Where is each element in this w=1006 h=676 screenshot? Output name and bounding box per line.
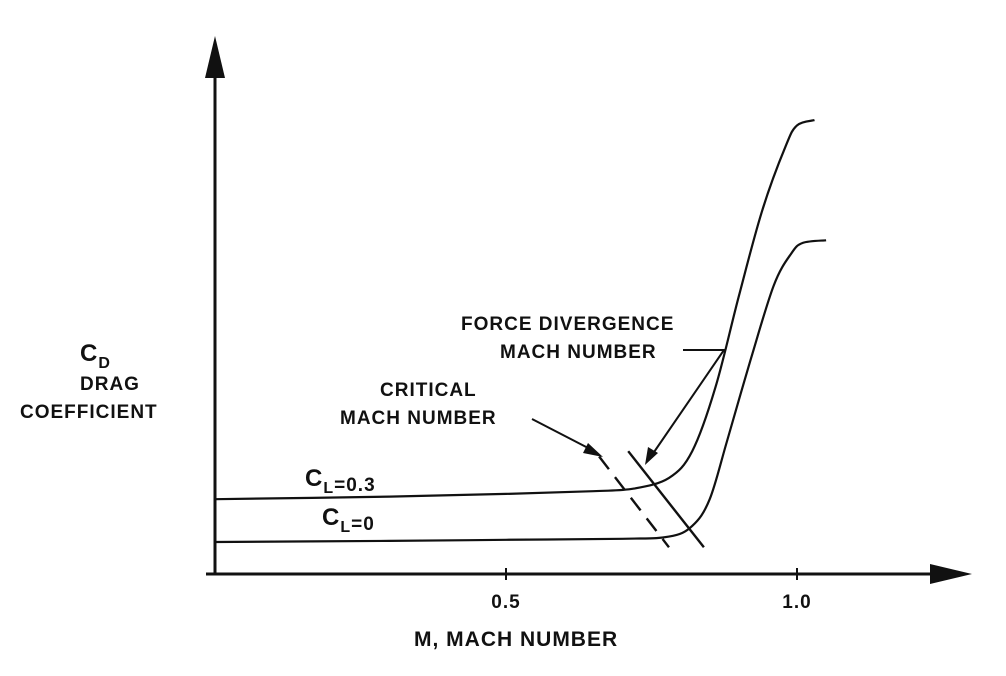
- axes: 0.5 1.0: [205, 36, 972, 613]
- y-axis-symbol: CD: [80, 340, 111, 372]
- critical-arrowhead-icon: [583, 443, 603, 457]
- series-layer: [214, 119, 827, 544]
- force-divergence-mach-marker: [627, 450, 705, 549]
- series-label-cl-03: CL=0.3: [305, 465, 376, 497]
- series-label-cl-0: CL=0: [322, 504, 375, 536]
- force-divergence-annotation: FORCE DIVERGENCE MACH NUMBER: [461, 314, 726, 549]
- x-tick-label-1: 1.0: [782, 592, 811, 613]
- force-divergence-label-line1: FORCE DIVERGENCE: [461, 314, 674, 335]
- x-ticks: 0.5 1.0: [491, 568, 811, 613]
- critical-label-line1: CRITICAL: [380, 380, 477, 401]
- force-divergence-arrowhead-icon: [645, 447, 658, 465]
- y-axis-label: CD DRAG COEFFICIENT: [20, 340, 158, 423]
- critical-leader-arrow: [531, 418, 593, 451]
- x-tick-label-0: 0.5: [491, 592, 520, 613]
- critical-mach-marker: [598, 455, 670, 549]
- force-divergence-leader-line: [651, 349, 726, 456]
- series-line-1: [214, 239, 827, 544]
- force-divergence-label-line2: MACH NUMBER: [500, 342, 657, 363]
- series-line-0: [214, 119, 815, 501]
- y-axis-label-line2: COEFFICIENT: [20, 402, 158, 423]
- y-axis-arrow-icon: [205, 36, 225, 78]
- critical-label-line2: MACH NUMBER: [340, 408, 497, 429]
- x-axis-arrow-icon: [930, 564, 972, 584]
- critical-mach-annotation: CRITICAL MACH NUMBER: [340, 380, 670, 549]
- y-axis-label-line1: DRAG: [80, 374, 140, 395]
- x-axis-title: M, MACH NUMBER: [414, 628, 618, 651]
